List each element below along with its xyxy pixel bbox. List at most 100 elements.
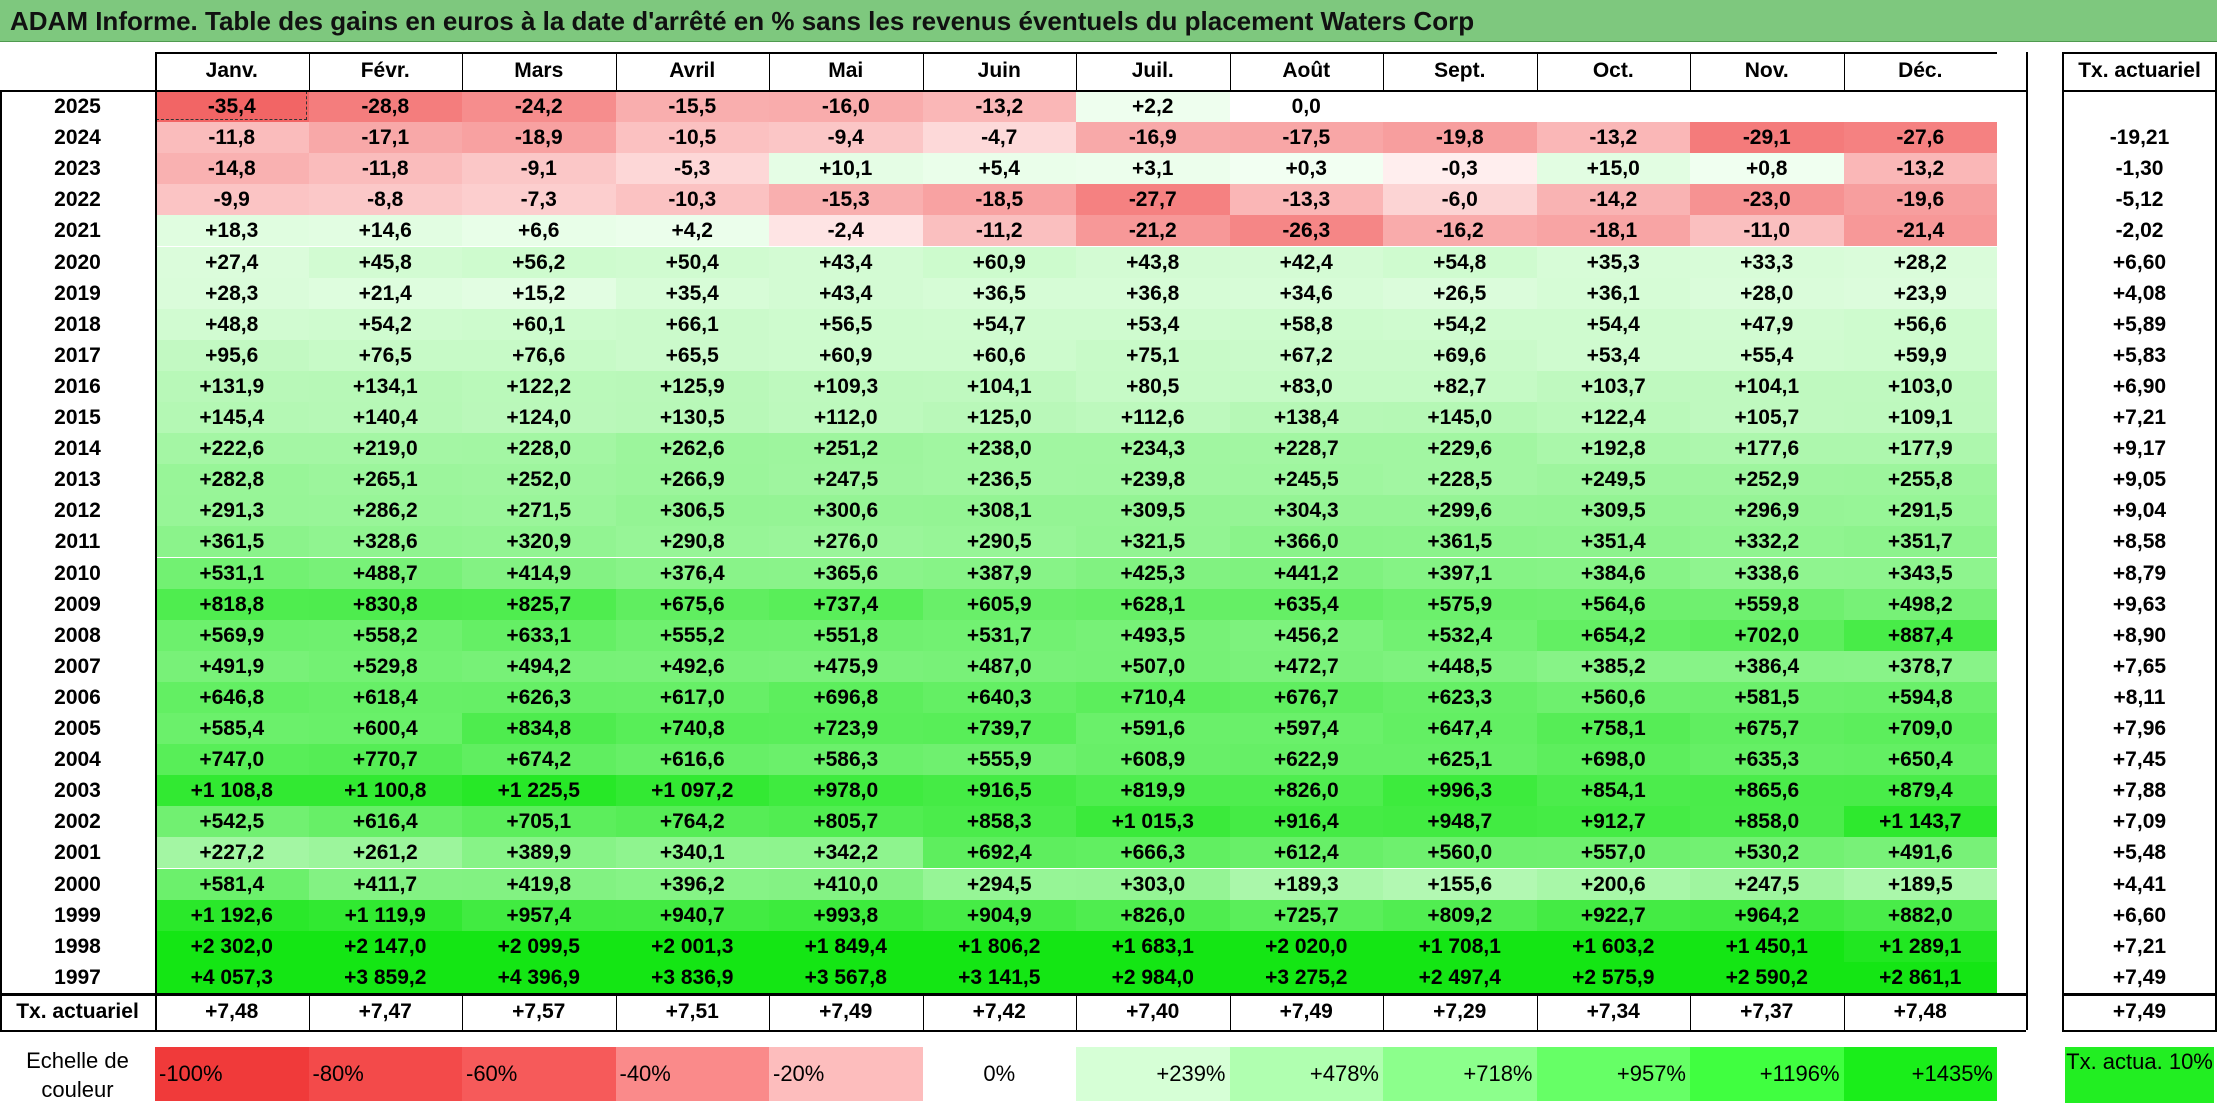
rate-header: Tx. actuariel bbox=[2078, 59, 2201, 82]
data-cell: +14,6 bbox=[308, 215, 462, 247]
data-cell: +21,4 bbox=[308, 277, 462, 309]
data-cell: +82,7 bbox=[1383, 370, 1537, 402]
data-cell: +27,4 bbox=[155, 246, 309, 278]
data-cell: +229,6 bbox=[1383, 433, 1537, 465]
column-separator bbox=[1383, 52, 1384, 90]
data-cell: +493,5 bbox=[1076, 619, 1230, 651]
data-cell: +635,3 bbox=[1690, 744, 1844, 776]
data-cell: +376,4 bbox=[615, 557, 769, 589]
data-cell: +50,4 bbox=[615, 246, 769, 278]
data-cell: -27,6 bbox=[1843, 122, 1997, 154]
data-cell: +2 590,2 bbox=[1690, 961, 1844, 993]
data-cell: +105,7 bbox=[1690, 402, 1844, 434]
data-cell: +261,2 bbox=[308, 837, 462, 869]
data-cell: +291,5 bbox=[1843, 495, 1997, 527]
column-separator bbox=[615, 52, 617, 90]
data-cell: +623,3 bbox=[1383, 681, 1537, 713]
data-cell: +1 100,8 bbox=[308, 775, 462, 807]
data-cell: +76,5 bbox=[308, 339, 462, 371]
data-cell: +192,8 bbox=[1536, 433, 1690, 465]
data-cell: +56,2 bbox=[462, 246, 616, 278]
data-cell: +238,0 bbox=[922, 433, 1076, 465]
data-cell: +1 683,1 bbox=[1076, 930, 1230, 962]
month-header: Oct. bbox=[1592, 59, 1634, 82]
scale-rate-swatch: Tx. actua. 10% bbox=[2065, 1047, 2214, 1103]
data-cell: +530,2 bbox=[1690, 837, 1844, 869]
data-cell: +138,4 bbox=[1229, 402, 1383, 434]
data-cell: +498,2 bbox=[1843, 588, 1997, 620]
column-separator bbox=[1690, 52, 1691, 90]
data-cell: +456,2 bbox=[1229, 619, 1383, 651]
scale-swatch: -40% bbox=[615, 1047, 769, 1101]
rate-cell: -19,21 bbox=[2109, 126, 2170, 150]
data-cell: +48,8 bbox=[155, 308, 309, 340]
data-cell: +304,3 bbox=[1229, 495, 1383, 527]
data-cell: +83,0 bbox=[1229, 370, 1383, 402]
data-cell: +228,5 bbox=[1383, 464, 1537, 496]
data-cell: +95,6 bbox=[155, 339, 309, 371]
data-cell: +45,8 bbox=[308, 246, 462, 278]
data-cell: +605,9 bbox=[922, 588, 1076, 620]
data-cell: +43,4 bbox=[769, 246, 923, 278]
data-cell: -4,7 bbox=[922, 122, 1076, 154]
data-cell: +2 020,0 bbox=[1229, 930, 1383, 962]
column-separator bbox=[1076, 52, 1077, 90]
data-cell: +710,4 bbox=[1076, 681, 1230, 713]
data-cell: +616,6 bbox=[615, 744, 769, 776]
data-cell: +69,6 bbox=[1383, 339, 1537, 371]
data-cell: -13,2 bbox=[1843, 153, 1997, 185]
data-cell: +441,2 bbox=[1229, 557, 1383, 589]
data-cell: +303,0 bbox=[1076, 868, 1230, 900]
month-header: Avril bbox=[669, 59, 716, 82]
year-label: 2013 bbox=[54, 468, 101, 492]
data-cell: -11,0 bbox=[1690, 215, 1844, 247]
year-label: 2015 bbox=[54, 406, 101, 429]
data-cell: +882,0 bbox=[1843, 899, 1997, 931]
data-cell: -11,8 bbox=[308, 153, 462, 185]
data-cell: +904,9 bbox=[922, 899, 1076, 931]
footer-rate-cell: +7,49 bbox=[1279, 1000, 1333, 1023]
data-cell: +228,0 bbox=[462, 433, 616, 465]
data-cell: +542,5 bbox=[155, 806, 309, 838]
data-cell: +42,4 bbox=[1229, 246, 1383, 278]
data-cell: +491,6 bbox=[1843, 837, 1997, 869]
data-cell: -18,9 bbox=[462, 122, 616, 154]
data-cell: +3,1 bbox=[1076, 153, 1230, 185]
data-cell: +597,4 bbox=[1229, 713, 1383, 745]
data-cell: +35,3 bbox=[1536, 246, 1690, 278]
data-cell: +384,6 bbox=[1536, 557, 1690, 589]
data-cell: +227,2 bbox=[155, 837, 309, 869]
data-cell: +879,4 bbox=[1843, 775, 1997, 807]
data-cell: +36,5 bbox=[922, 277, 1076, 309]
data-cell: -13,2 bbox=[1536, 122, 1690, 154]
data-cell: +60,6 bbox=[922, 339, 1076, 371]
year-label: 2006 bbox=[54, 685, 101, 709]
data-cell: +940,7 bbox=[615, 899, 769, 931]
year-label: 1999 bbox=[54, 903, 101, 927]
data-cell: -17,5 bbox=[1229, 122, 1383, 154]
column-separator bbox=[769, 52, 770, 90]
data-cell: +60,9 bbox=[769, 339, 923, 371]
data-cell: -15,3 bbox=[769, 184, 923, 216]
data-cell: +59,9 bbox=[1843, 339, 1997, 371]
grid-line bbox=[2062, 52, 2064, 1030]
data-cell: -11,8 bbox=[155, 122, 309, 154]
data-cell: +103,0 bbox=[1843, 370, 1997, 402]
scale-label: Echelle de couleur bbox=[26, 1048, 129, 1102]
month-header: Nov. bbox=[1744, 59, 1789, 82]
data-cell: +56,6 bbox=[1843, 308, 1997, 340]
data-cell: +58,8 bbox=[1229, 308, 1383, 340]
data-cell: -29,1 bbox=[1690, 122, 1844, 154]
data-cell: +916,4 bbox=[1229, 806, 1383, 838]
data-cell: +309,5 bbox=[1076, 495, 1230, 527]
rate-cell: +9,63 bbox=[2112, 592, 2167, 616]
data-cell: +666,3 bbox=[1076, 837, 1230, 869]
data-cell: +245,5 bbox=[1229, 464, 1383, 496]
data-cell: -18,1 bbox=[1536, 215, 1690, 247]
data-cell: +56,5 bbox=[769, 308, 923, 340]
data-cell: +239,8 bbox=[1076, 464, 1230, 496]
data-cell: +189,5 bbox=[1843, 868, 1997, 900]
data-cell: +397,1 bbox=[1383, 557, 1537, 589]
data-cell: +361,5 bbox=[155, 526, 309, 558]
year-label: 2007 bbox=[54, 654, 101, 678]
